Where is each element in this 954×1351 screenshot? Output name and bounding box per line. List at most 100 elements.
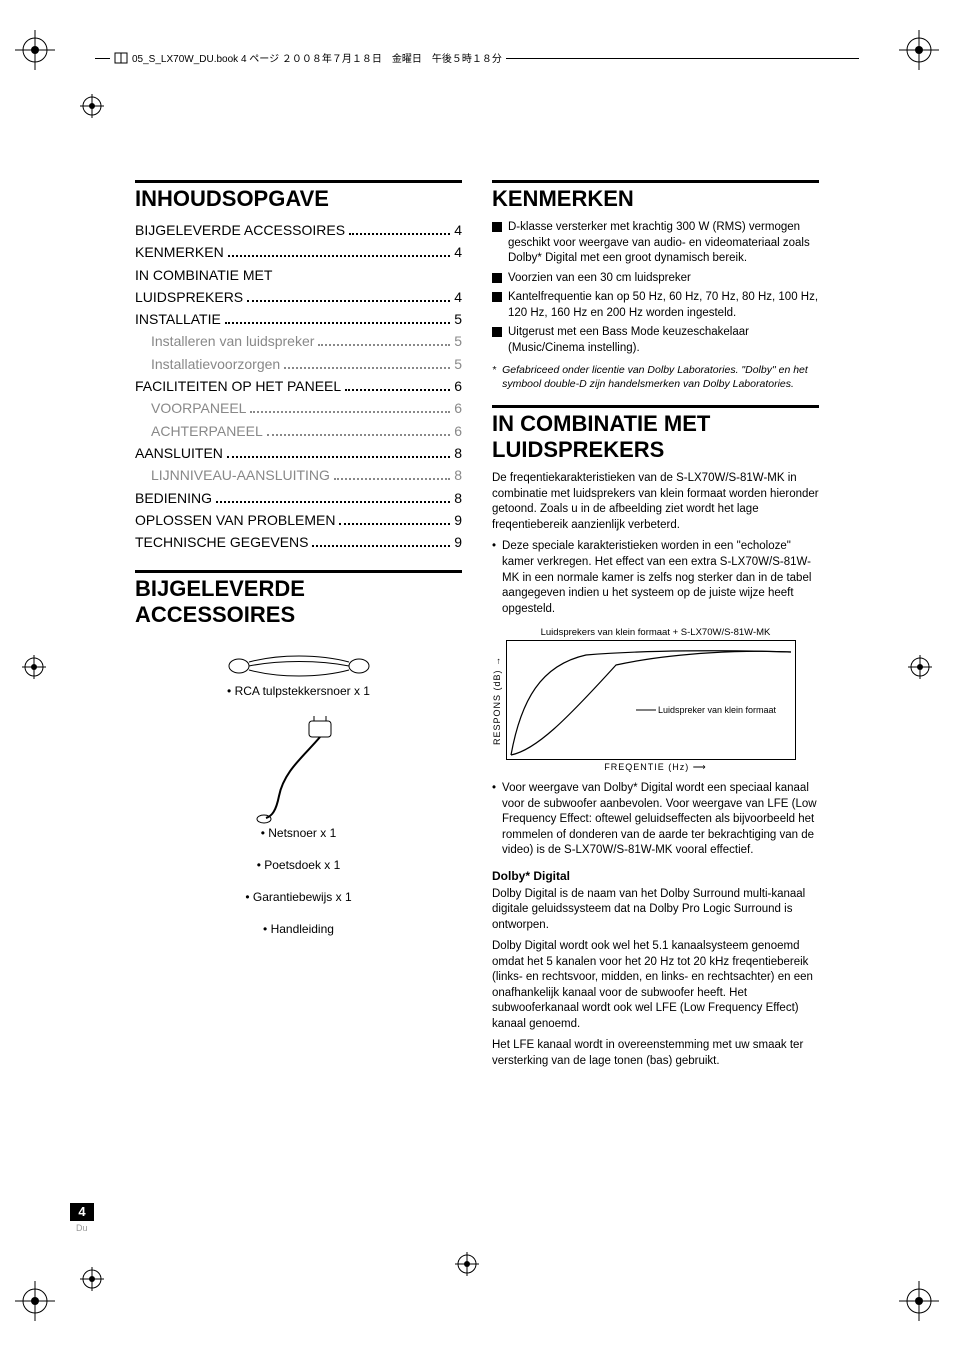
toc-title: INHOUDSOPGAVE — [135, 180, 462, 212]
toc-label: VOORPANEEL — [151, 398, 246, 418]
toc-dots — [267, 434, 450, 436]
reg-mark-top — [80, 94, 104, 118]
features-list: D-klasse versterker met krachtig 300 W (… — [492, 220, 819, 356]
toc-entry: Installeren van luidspreker 5 — [135, 331, 462, 351]
reg-mark-left — [22, 655, 46, 679]
combo-intro: De freqentiekarakteristieken van de S-LX… — [492, 471, 819, 533]
toc-dots — [334, 478, 450, 480]
dolby-footnote: * Gefabriceed onder licentie van Dolby L… — [492, 364, 819, 391]
toc-page: 6 — [454, 398, 462, 418]
crop-mark-br — [899, 1281, 939, 1321]
toc-page: 8 — [454, 465, 462, 485]
toc-list: BIJGELEVERDE ACCESSOIRES4KENMERKEN 4 IN CO… — [135, 220, 462, 552]
feature-text: Uitgerust met een Bass Mode keuzeschakel… — [508, 325, 819, 356]
toc-page: 4 — [454, 242, 462, 262]
features-title: KENMERKEN — [492, 180, 819, 212]
page-number: 4 — [70, 1203, 94, 1221]
acc-power: • Netsnoer x 1 — [135, 716, 462, 840]
toc-dots — [250, 411, 450, 413]
toc-label: LIJNNIVEAU-AANSLUITING — [151, 465, 330, 485]
book-icon — [114, 51, 128, 65]
acc-manual-label: • Handleiding — [135, 922, 462, 936]
combo-bullet-2: • Voor weergave van Dolby* Digital wordt… — [492, 781, 819, 859]
combo-bullet-2-text: Voor weergave van Dolby* Digital wordt e… — [502, 781, 819, 859]
combo-bullet-1-text: Deze speciale karakteristieken worden in… — [502, 539, 819, 617]
rca-cable-icon — [219, 648, 379, 684]
svg-text:Luidspreker van klein formaat: Luidspreker van klein formaat — [658, 705, 777, 715]
toc-page: 5 — [454, 309, 462, 329]
toc-entry: VOORPANEEL 6 — [135, 398, 462, 418]
toc-entry: Installatievoorzorgen 5 — [135, 354, 462, 374]
toc-dots — [318, 344, 450, 346]
feature-text: Voorzien van een 30 cm luidspreker — [508, 271, 691, 287]
toc-label: Installeren van luidspreker — [151, 331, 314, 351]
accessories-block: • RCA tulpstekkersnoer x 1 • Netsnoer x … — [135, 648, 462, 936]
toc-label: AANSLUITEN — [135, 443, 223, 463]
toc-page: 8 — [454, 488, 462, 508]
toc-label: FACILITEITEN OP HET PANEEL — [135, 376, 341, 396]
toc-entry: LUIDSPREKERS 4 — [135, 287, 462, 307]
dolby-title: Dolby* Digital — [492, 869, 819, 883]
toc-dots — [247, 300, 450, 302]
square-bullet-icon — [492, 273, 502, 283]
toc-entry: ACHTERPANEEL 6 — [135, 421, 462, 441]
toc-dots — [284, 367, 450, 369]
toc-label: IN COMBINATIE MET — [135, 265, 272, 285]
chart-xlabel: FREQENTIE (Hz) ⟶ — [492, 762, 819, 773]
header-filename: 05_S_LX70W_DU.book 4 ページ ２００８年７月１８日 金曜日 … — [110, 50, 506, 65]
square-bullet-icon — [492, 222, 502, 232]
toc-page: 5 — [454, 354, 462, 374]
toc-entry: BIJGELEVERDE ACCESSOIRES4 — [135, 220, 462, 240]
toc-entry: FACILITEITEN OP HET PANEEL 6 — [135, 376, 462, 396]
toc-page: 6 — [454, 421, 462, 441]
left-column: INHOUDSOPGAVE BIJGELEVERDE ACCESSOIRES4K… — [135, 180, 462, 1075]
toc-dots — [312, 545, 450, 547]
chart-ylabel: RESPONS (dB) → — [492, 656, 502, 745]
toc-dots — [227, 456, 450, 458]
reg-mark-right — [908, 655, 932, 679]
toc-entry: INSTALLATIE 5 — [135, 309, 462, 329]
toc-page: 5 — [454, 331, 462, 351]
combo-title: IN COMBINATIE MET LUIDSPREKERS — [492, 405, 819, 463]
toc-page: 4 — [454, 220, 462, 240]
reg-mark-bottom — [455, 1252, 479, 1276]
toc-entry: OPLOSSEN VAN PROBLEMEN9 — [135, 510, 462, 530]
feature-text: Kantelfrequentie kan op 50 Hz, 60 Hz, 70… — [508, 290, 819, 321]
toc-dots — [216, 501, 450, 503]
feature-item: Uitgerust met een Bass Mode keuzeschakel… — [492, 325, 819, 356]
toc-label: INSTALLATIE — [135, 309, 221, 329]
toc-label: ACHTERPANEEL — [151, 421, 263, 441]
toc-label: Installatievoorzorgen — [151, 354, 280, 374]
dolby-p2: Dolby Digital wordt ook wel het 5.1 kana… — [492, 939, 819, 1032]
acc-rca: • RCA tulpstekkersnoer x 1 — [135, 648, 462, 698]
dolby-p1: Dolby Digital is de naam van het Dolby S… — [492, 887, 819, 934]
crop-mark-tl — [15, 30, 55, 70]
toc-page: 9 — [454, 532, 462, 552]
frequency-chart: Luidsprekers van klein formaat + S-LX70W… — [492, 627, 819, 773]
toc-entry: IN COMBINATIE MET — [135, 265, 462, 285]
toc-dots — [225, 322, 450, 324]
toc-dots — [349, 233, 450, 235]
toc-label: LUIDSPREKERS — [135, 287, 243, 307]
toc-entry: KENMERKEN 4 — [135, 242, 462, 262]
toc-label: OPLOSSEN VAN PROBLEMEN — [135, 510, 335, 530]
crop-mark-bl — [15, 1281, 55, 1321]
square-bullet-icon — [492, 327, 502, 337]
acc-power-label: • Netsnoer x 1 — [135, 826, 462, 840]
acc-warranty-label: • Garantiebewijs x 1 — [135, 890, 462, 904]
acc-cloth-label: • Poetsdoek x 1 — [135, 858, 462, 872]
toc-page: 4 — [454, 287, 462, 307]
toc-page: 6 — [454, 376, 462, 396]
chart-caption-top: Luidsprekers van klein formaat + S-LX70W… — [492, 627, 819, 638]
toc-dots — [345, 389, 450, 391]
page-lang: Du — [76, 1223, 88, 1233]
toc-entry: LIJNNIVEAU-AANSLUITING 8 — [135, 465, 462, 485]
toc-dots — [228, 255, 451, 257]
power-cord-icon — [254, 716, 344, 826]
toc-label: KENMERKEN — [135, 242, 224, 262]
acc-rca-label: • RCA tulpstekkersnoer x 1 — [135, 684, 462, 698]
feature-text: D-klasse versterker met krachtig 300 W (… — [508, 220, 819, 267]
combo-bullet-1: • Deze speciale karakteristieken worden … — [492, 539, 819, 617]
chart-svg: Luidspreker van klein formaat — [506, 640, 796, 760]
toc-label: BEDIENING — [135, 488, 212, 508]
